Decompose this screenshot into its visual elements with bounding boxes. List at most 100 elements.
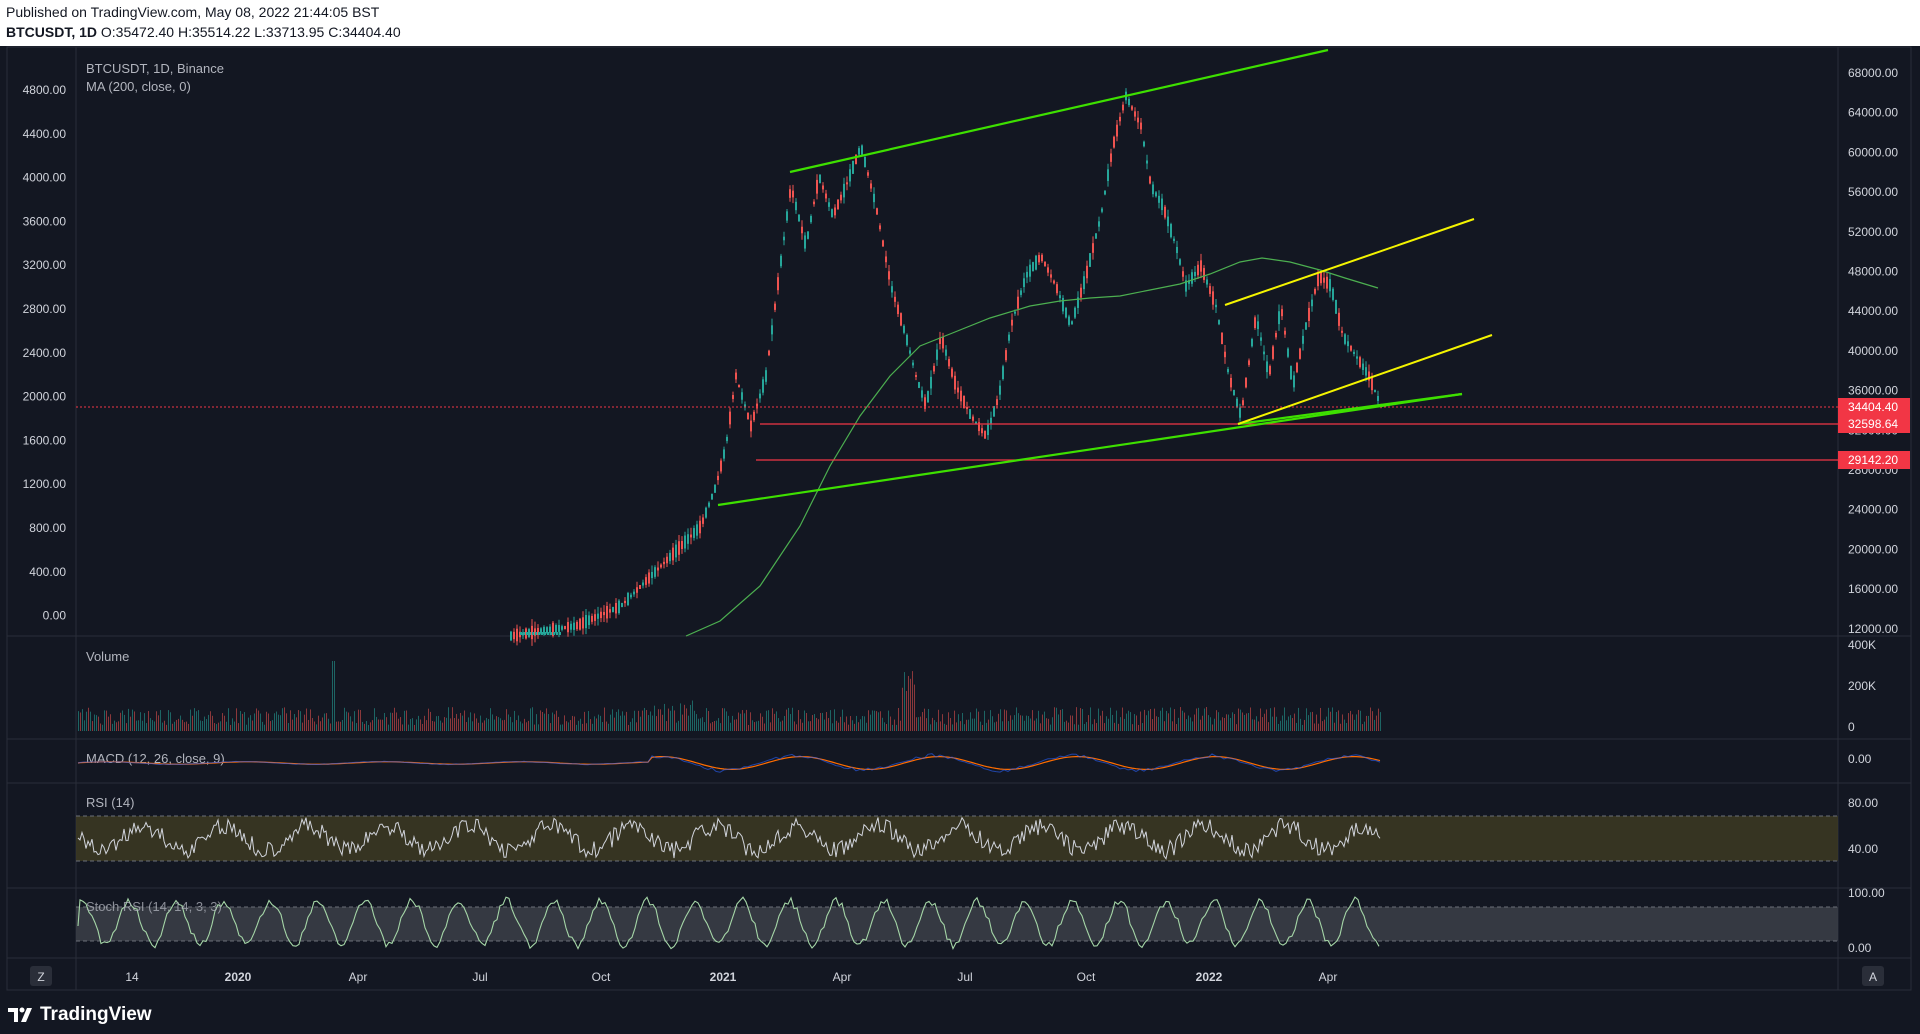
volume-bar	[1058, 714, 1059, 731]
candle-body	[1260, 337, 1262, 341]
candle-body	[741, 392, 743, 400]
candle-body	[810, 216, 812, 223]
volume-bar	[734, 719, 735, 731]
price-tag-bg	[1838, 415, 1910, 433]
volume-bar	[190, 709, 191, 731]
candle-body	[906, 334, 908, 346]
trendline-green-lower[interactable]	[717, 392, 1463, 507]
candle-body	[594, 614, 596, 621]
auto-scale-left-button[interactable]: Z	[30, 966, 52, 986]
volume-bar	[330, 723, 331, 731]
volume-bar	[708, 711, 709, 731]
volume-bar	[906, 690, 907, 731]
volume-bar	[1052, 717, 1053, 731]
volume-bar	[1036, 718, 1037, 731]
volume-bar	[1146, 715, 1147, 731]
volume-bar	[200, 720, 201, 731]
volume-bar	[538, 724, 539, 731]
volume-bar	[850, 716, 851, 731]
candle-body	[510, 631, 512, 641]
volume-bar	[1170, 707, 1171, 731]
candle-body	[1158, 195, 1160, 203]
volume-bar	[674, 710, 675, 731]
volume-bar	[868, 710, 869, 731]
volume-bar	[1214, 718, 1215, 731]
volume-bar	[998, 713, 999, 731]
volume-bar	[166, 724, 167, 731]
volume-bar	[424, 715, 425, 731]
candle-body	[516, 628, 518, 642]
volume-bar	[550, 723, 551, 731]
candle-body	[1200, 260, 1202, 272]
left-axis-tick: 0.00	[43, 609, 67, 623]
price-tag-bg	[1838, 398, 1910, 416]
volume-bar	[160, 710, 161, 731]
candle-body	[537, 627, 539, 636]
candle-body	[1293, 375, 1295, 388]
volume-bar	[1230, 717, 1231, 731]
volume-bar	[1098, 708, 1099, 731]
volume-bar	[580, 718, 581, 731]
candle-body	[744, 404, 746, 408]
chart-canvas[interactable]: BTCUSDT, 1D, Binance MA (200, close, 0) …	[0, 46, 1920, 996]
volume-bar	[788, 707, 789, 731]
left-price-axis[interactable]: 4800.00 4400.00 4000.00 3600.00 3200.00 2800.…	[23, 83, 67, 623]
candle-body	[1320, 272, 1322, 284]
candle-body	[774, 303, 776, 310]
candle-body	[861, 145, 863, 155]
candle-body	[879, 225, 881, 230]
candle-body	[1080, 287, 1082, 298]
volume-bar	[1350, 710, 1351, 731]
trendline-green-upper[interactable]	[789, 48, 1329, 174]
volume-bar	[412, 718, 413, 731]
tradingview-brand[interactable]: TradingView	[8, 1004, 152, 1026]
trendline-green-short[interactable]	[1237, 392, 1463, 426]
volume-bar	[470, 712, 471, 731]
candle-body	[552, 622, 554, 636]
candle-body	[1332, 288, 1334, 300]
volume-bar	[1062, 709, 1063, 731]
candle-body	[603, 612, 605, 616]
candle-body	[1017, 296, 1019, 309]
volume-bar	[740, 713, 741, 731]
volume-bar	[174, 721, 175, 731]
volume-bar	[312, 718, 313, 731]
volume-bar	[234, 721, 235, 731]
volume-bar	[988, 719, 989, 731]
volume-bar	[94, 714, 95, 731]
volume-bar	[212, 715, 213, 731]
volume-bar	[286, 713, 287, 731]
candle-body	[543, 626, 545, 635]
volume-bar	[1000, 709, 1001, 731]
volume-bar	[202, 720, 203, 731]
volume-bar	[560, 724, 561, 731]
auto-scale-right-button[interactable]: A	[1862, 966, 1884, 986]
volume-bar	[274, 713, 275, 731]
volume-bar	[1212, 724, 1213, 731]
volume-bar	[512, 722, 513, 731]
volume-bar	[1002, 721, 1003, 731]
candle-body	[759, 393, 761, 399]
volume-bar	[420, 719, 421, 731]
right-price-axis[interactable]: 68000.00 64000.00 60000.00 56000.00 52000.00…	[1848, 66, 1898, 636]
time-axis[interactable]: 14 2020 Apr Jul Oct 2021 Apr Jul Oct 2022 Apr	[125, 970, 1337, 984]
volume-bar	[730, 722, 731, 731]
trendline-yellow-upper[interactable]	[1224, 218, 1475, 306]
candle-body	[792, 190, 794, 198]
volume-bar	[584, 711, 585, 731]
volume-bar	[308, 719, 309, 731]
candle-body	[579, 618, 581, 630]
candle-body	[699, 520, 701, 534]
candle-body	[717, 475, 719, 481]
candle-body	[1086, 265, 1088, 279]
candle-body	[1374, 389, 1376, 393]
volume-bar	[994, 722, 995, 731]
volume-bar	[1260, 708, 1261, 731]
volume-bar	[180, 715, 181, 731]
volume-bar	[522, 723, 523, 731]
volume-bar	[1228, 714, 1229, 731]
trendline-yellow-lower[interactable]	[1237, 334, 1493, 425]
candle-body	[1140, 122, 1142, 130]
volume-bar	[1018, 713, 1019, 731]
volume-bar	[1060, 709, 1061, 731]
